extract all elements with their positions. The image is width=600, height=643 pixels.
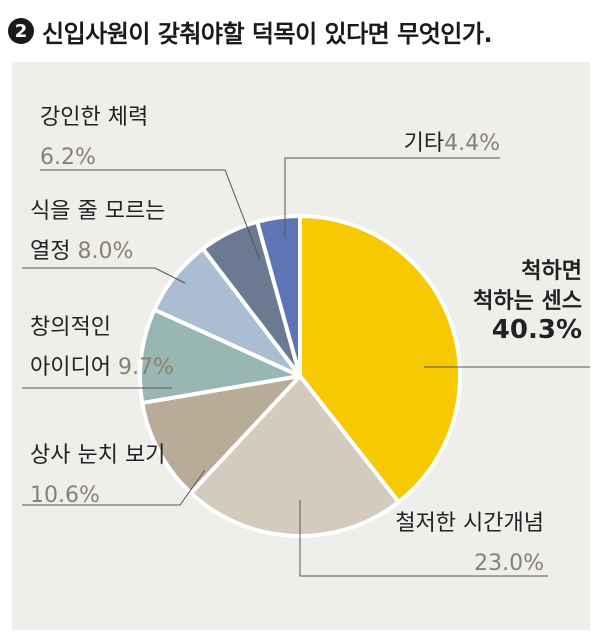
- leader-line: [40, 169, 261, 261]
- slice-label: 강인한 체력: [40, 105, 148, 130]
- slice-value-label: 6.2%: [40, 145, 96, 170]
- slice-label: 상사 눈치 보기: [30, 443, 165, 468]
- question-number-badge: 2: [8, 18, 34, 44]
- slice-value-label: 40.3%: [492, 315, 582, 345]
- slice-label: 철저한 시간개념: [395, 511, 544, 536]
- slice-label: 기타4.4%: [404, 131, 500, 156]
- leader-line: [299, 500, 548, 577]
- slice-value-label: 23.0%: [474, 551, 544, 576]
- chart-title: 신입사원이 갖춰야할 덕목이 있다면 무엇인가.: [42, 19, 493, 48]
- leader-line: [22, 469, 206, 506]
- pie-slice: [140, 374, 302, 496]
- pie-slice: [255, 214, 302, 378]
- slice-label: 척하는 센스: [473, 289, 582, 314]
- chart-header: 2 신입사원이 갖춰야할 덕목이 있다면 무엇인가.: [0, 0, 600, 62]
- slice-label: 척하면: [521, 259, 582, 284]
- leader-line: [22, 267, 186, 284]
- slice-value-label: 10.6%: [30, 483, 100, 508]
- slice-label: 아이디어 9.7%: [30, 355, 174, 380]
- leader-line: [284, 157, 500, 238]
- pie-slice: [298, 214, 462, 505]
- slice-label: 창의적인: [30, 315, 111, 340]
- pie-slice: [138, 307, 302, 405]
- pie-slice: [188, 374, 401, 538]
- slice-label: 식을 줄 모르는: [30, 199, 165, 224]
- slice-label: 열정 8.0%: [30, 239, 133, 264]
